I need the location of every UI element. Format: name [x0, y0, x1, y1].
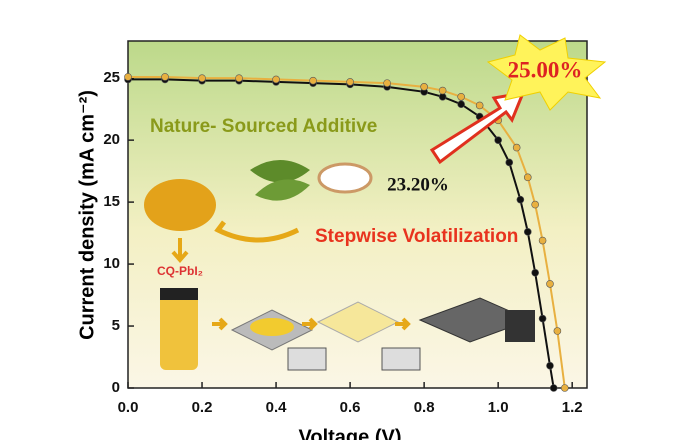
plot-frame — [127, 40, 588, 389]
x-tick-label: 1.2 — [562, 399, 583, 416]
data-point — [272, 75, 280, 84]
data-point — [546, 280, 554, 288]
x-axis-title: Voltage (V) — [299, 426, 402, 440]
data-point — [309, 76, 317, 85]
data-point — [346, 78, 354, 86]
series-line — [128, 78, 555, 389]
data-point — [494, 136, 502, 144]
data-point — [420, 83, 428, 91]
y-tick-label: 15 — [103, 193, 120, 210]
x-tick-label: 0.0 — [118, 399, 139, 416]
data-point — [438, 86, 447, 95]
data-point — [546, 361, 554, 370]
y-tick-label: 5 — [112, 317, 120, 334]
annotation: CQ-PbI₂ — [157, 264, 203, 278]
annotation: 23.20% — [387, 174, 449, 195]
y-tick-label: 10 — [103, 255, 120, 272]
data-point — [457, 100, 465, 109]
data-point — [198, 74, 206, 82]
data-point — [512, 143, 521, 152]
data-point — [457, 92, 465, 101]
annotation: Nature- Sourced Additive — [150, 116, 377, 137]
y-tick-label: 0 — [112, 379, 120, 396]
y-axis-title: Current density (mA cm⁻²) — [76, 90, 98, 340]
data-point — [553, 327, 562, 335]
annotation: Stepwise Volatilization — [315, 226, 518, 247]
data-point — [531, 200, 539, 209]
data-point — [161, 73, 169, 81]
series-line — [128, 75, 566, 389]
x-tick-label: 0.6 — [340, 399, 361, 416]
illustration — [144, 160, 535, 371]
data-point — [538, 236, 547, 245]
data-point — [531, 268, 539, 277]
data-point — [124, 73, 132, 81]
annotation: 25.00% — [508, 57, 583, 82]
y-tick-label: 20 — [103, 131, 120, 148]
ticks: 0.0 0.2 0.4 0.6 0.8 1.0 1.2 0 5 10 15 20 25 — [103, 40, 588, 416]
data-point — [523, 228, 532, 236]
star-burst — [486, 34, 607, 111]
data-point — [235, 74, 243, 82]
data-point — [523, 173, 532, 182]
data-point — [560, 384, 569, 392]
y-tick-label: 25 — [103, 69, 120, 86]
data-point — [475, 101, 484, 110]
data-point — [516, 195, 525, 204]
arrow — [429, 91, 526, 165]
data-point — [505, 158, 514, 167]
x-tick-label: 0.4 — [266, 399, 288, 416]
data-point — [383, 79, 391, 87]
x-tick-label: 0.8 — [414, 399, 435, 416]
x-tick-label: 1.0 — [488, 399, 509, 416]
data-point — [549, 384, 558, 392]
data-point — [538, 314, 547, 323]
series — [124, 73, 569, 392]
x-tick-label: 0.2 — [192, 399, 213, 416]
